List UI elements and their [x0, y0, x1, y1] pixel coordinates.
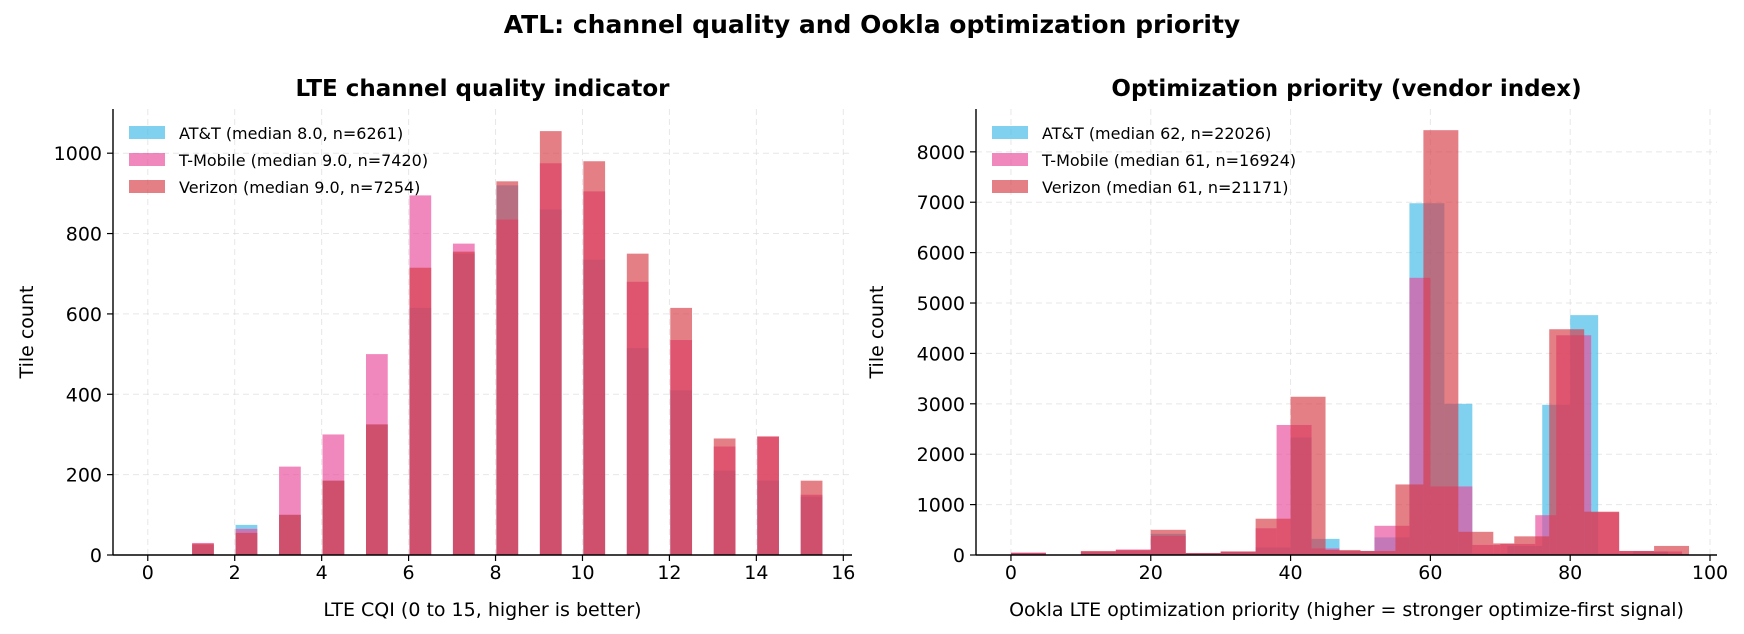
legend-entry-label: AT&T (median 62, n=22026): [1042, 124, 1271, 143]
legend-entry-label: AT&T (median 8.0, n=6261): [179, 124, 403, 143]
histogram-bar: [800, 480, 823, 555]
y-tick-label: 8000: [917, 142, 965, 164]
x-tick-label: 100: [1692, 562, 1728, 584]
chart-title: LTE channel quality indicator: [295, 76, 670, 102]
histogram-bar: [1493, 543, 1515, 555]
y-tick-label: 1000: [917, 495, 965, 517]
histogram-bar: [192, 543, 214, 555]
y-tick-label: 400: [66, 384, 102, 406]
histogram-bar: [1185, 552, 1221, 555]
y-tick-label: 3000: [917, 394, 965, 416]
chart-panel-1: 0 2 4 6 8 10 12 14 16 0 200 400 600 800 1000 LTE channe…: [16, 76, 855, 621]
legend-entry-label: T-Mobile (median 61, n=16924): [1041, 151, 1296, 170]
x-tick-label: 0: [1005, 562, 1017, 584]
legend-swatch: [992, 153, 1028, 166]
histogram-bar: [1325, 549, 1361, 555]
x-tick-label: 8: [489, 562, 501, 584]
legend-swatch: [992, 180, 1028, 193]
histogram-bar: [496, 181, 519, 555]
chart-panel-2: 0 20 40 60 80 1000100020003000400050006000700…: [866, 76, 1728, 621]
histogram-bar: [1458, 531, 1494, 555]
x-tick-label: 6: [403, 562, 415, 584]
chart-title: Optimization priority (vendor index): [1111, 76, 1581, 102]
x-tick-label: 12: [657, 562, 681, 584]
legend-entry-label: Verizon (median 61, n=21171): [1042, 178, 1289, 197]
histogram-bar: [1255, 518, 1291, 555]
x-tick-label: 80: [1558, 562, 1582, 584]
x-tick-label: 10: [570, 562, 594, 584]
histogram-bar: [452, 251, 475, 555]
y-tick-label: 800: [66, 224, 102, 246]
legend-entry-label: Verizon (median 9.0, n=7254): [179, 178, 420, 197]
legend-swatch: [129, 153, 165, 166]
histogram-bar: [1115, 549, 1151, 555]
y-axis-label: Tile count: [866, 286, 888, 380]
histogram-bar: [1395, 484, 1424, 555]
y-tick-label: 0: [953, 545, 965, 567]
histogram-bar: [1654, 545, 1690, 555]
x-tick-label: 2: [229, 562, 241, 584]
x-tick-label: 40: [1278, 562, 1302, 584]
x-axis-label: LTE CQI (0 to 15, higher is better): [323, 599, 641, 621]
x-tick-label: 0: [142, 562, 154, 584]
y-tick-label: 600: [66, 304, 102, 326]
histogram-bar: [1514, 536, 1550, 555]
y-tick-label: 1000: [54, 143, 102, 165]
x-tick-label: 14: [744, 562, 768, 584]
x-tick-label: 60: [1418, 562, 1442, 584]
x-tick-label: 4: [316, 562, 328, 584]
legend-swatch: [129, 126, 165, 139]
figure-title: ATL: channel quality and Ookla optimizat…: [503, 10, 1241, 39]
histogram-bar: [539, 131, 562, 555]
histogram-bar: [583, 161, 606, 555]
x-tick-label: 20: [1139, 562, 1163, 584]
y-tick-label: 4000: [917, 343, 965, 365]
x-axis-label: Ookla LTE optimization priority (higher …: [1009, 599, 1684, 621]
legend-entry-label: T-Mobile (median 9.0, n=7420): [178, 151, 428, 170]
legend-swatch: [992, 126, 1028, 139]
histogram-bar: [409, 267, 432, 555]
y-tick-label: 6000: [917, 243, 965, 265]
y-tick-label: 2000: [917, 444, 965, 466]
histogram-bar: [365, 424, 388, 555]
histogram-bar: [757, 436, 779, 555]
y-tick-label: 0: [90, 545, 102, 567]
histogram-bar: [1220, 551, 1256, 555]
histogram-bar: [1150, 529, 1186, 555]
legend-swatch: [129, 180, 165, 193]
legend: AT&T (median 62, n=22026) T-Mobile (media…: [992, 124, 1296, 197]
y-tick-label: 5000: [917, 293, 965, 315]
histogram-bar: [713, 438, 736, 555]
histogram-bar: [279, 514, 301, 555]
histogram-bar: [1080, 550, 1116, 555]
histogram-bar: [1290, 396, 1326, 555]
histogram-bar: [670, 307, 693, 555]
histogram-bar: [1010, 552, 1046, 555]
histogram-bar: [1619, 550, 1655, 555]
histogram-bar: [322, 480, 345, 555]
x-tick-label: 16: [831, 562, 855, 584]
histogram-bar: [1423, 130, 1459, 555]
histogram-bar: [1549, 329, 1585, 555]
y-axis-label: Tile count: [16, 286, 38, 380]
histogram-bar: [235, 532, 258, 555]
histogram-bar: [626, 253, 649, 555]
histogram-bar: [1584, 511, 1620, 555]
y-tick-label: 7000: [917, 192, 965, 214]
histogram-bar: [1360, 550, 1396, 555]
y-tick-label: 200: [66, 465, 102, 487]
legend: AT&T (median 8.0, n=6261) T-Mobile (media…: [129, 124, 428, 197]
